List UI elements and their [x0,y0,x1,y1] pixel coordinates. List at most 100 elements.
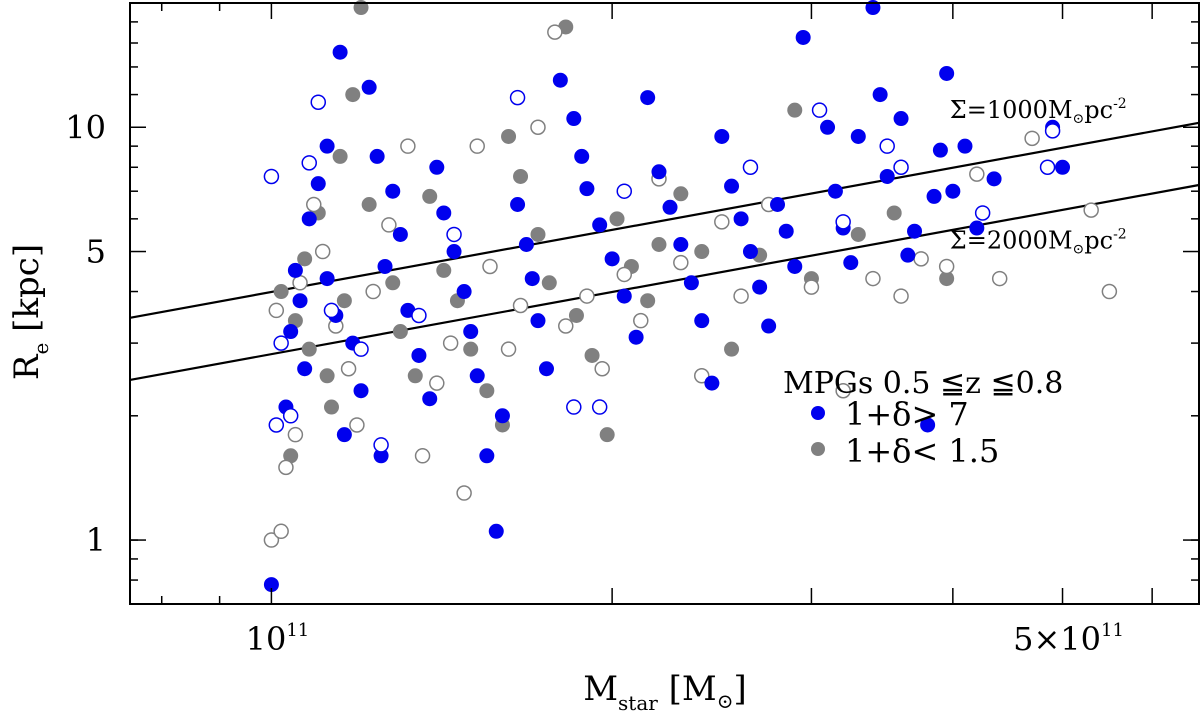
high-density-filled-point [566,111,582,127]
high-density-open-point [879,138,895,154]
low-density-open-point [991,270,1008,287]
line-sigma-1000 [129,121,1200,319]
high-density-filled-point [651,164,667,180]
high-density-filled-point [369,148,385,164]
low-density-open-point [1083,202,1099,218]
high-density-filled-point [510,196,526,212]
high-density-filled-point [518,236,534,252]
high-density-filled-point [592,217,608,233]
low-density-filled-point [385,275,401,291]
high-density-filled-point [932,142,948,158]
high-density-filled-point [263,577,279,593]
high-density-open-point [566,399,582,415]
high-density-filled-point [552,72,568,88]
high-density-open-point [893,159,909,176]
low-density-filled-point [673,186,689,202]
high-density-filled-point [795,29,811,45]
low-density-filled-point [301,341,317,357]
high-density-filled-point [332,44,348,60]
high-density-filled-point [957,138,973,154]
high-density-filled-point [827,183,843,199]
high-density-filled-point [761,318,777,334]
high-density-filled-point [704,375,720,391]
high-density-filled-point [579,181,595,197]
low-density-open-point [530,119,546,136]
high-density-filled-point [628,329,644,345]
high-density-filled-point [488,523,504,539]
high-density-open-point [811,102,828,118]
high-density-filled-point [879,168,895,184]
low-density-open-point [1101,283,1118,300]
high-density-filled-point [373,448,389,464]
axes [129,2,1200,605]
low-density-open-point [482,258,498,275]
low-density-filled-point [273,284,289,300]
legend-marker-low-density [811,442,825,456]
low-density-filled-point [584,347,600,363]
high-density-open-point [323,302,340,319]
high-density-filled-point [616,288,632,304]
low-density-filled-point [332,148,348,164]
low-density-open-point [349,417,365,433]
x-tick-label-5e11: 5×1011 [1013,620,1124,658]
low-density-filled-point [319,368,335,384]
low-density-open-point [633,312,649,329]
low-density-open-point [803,279,820,295]
high-density-open-point [273,335,289,351]
low-density-open-point [1024,130,1040,147]
high-density-filled-point [733,211,749,227]
high-density-filled-point [377,258,393,274]
high-density-filled-point [900,247,916,263]
high-density-filled-point [604,251,620,267]
low-density-open-point [287,426,304,443]
high-density-open-point [310,94,327,110]
low-density-filled-point [283,448,299,464]
high-density-filled-point [336,427,352,443]
low-density-open-point [512,297,529,314]
high-density-open-point [591,399,608,415]
high-density-filled-point [926,188,942,204]
high-density-filled-point [986,171,1002,187]
low-density-open-point [673,254,689,271]
high-density-filled-point [422,391,438,407]
y-axis-title: Re [kpc] [7,244,53,380]
high-density-open-point [268,417,285,433]
high-density-open-point [1039,159,1056,176]
legend: MPGs 0.5 ≦z ≦0.8 1+δ> 7 1+δ< 1.5 [783,366,1063,470]
high-density-open-point [509,89,526,106]
low-density-open-point [278,459,294,476]
line-label-sigma-1000: Σ=1000M⊙pc-2 [950,96,1127,127]
low-density-open-point [381,217,397,233]
legend-label-high-density: 1+δ> 7 [845,395,969,433]
high-density-open-point [282,408,299,424]
high-density-filled-point [683,275,699,291]
low-density-open-point [500,341,517,357]
low-density-filled-point [501,128,517,144]
low-density-open-point [733,288,749,304]
low-density-open-point [594,361,610,377]
high-density-filled-point [456,284,472,300]
high-density-filled-point [446,244,462,260]
high-density-open-point [353,341,369,357]
high-density-open-point [373,437,389,453]
low-density-open-point [268,302,285,319]
low-density-filled-point [345,87,361,103]
low-density-filled-point [568,307,584,323]
low-density-open-point [456,485,472,501]
high-density-filled-point [353,383,369,399]
data-points [263,0,1118,593]
high-density-filled-point [429,159,445,175]
low-density-open-point [263,532,280,548]
low-density-filled-point [939,271,955,287]
high-density-open-point [263,168,280,185]
high-density-filled-point [820,119,836,135]
low-density-filled-point [541,275,557,291]
high-density-filled-point [310,176,326,192]
high-density-filled-point [287,262,303,278]
high-density-filled-point [907,223,923,239]
high-density-filled-point [574,148,590,164]
low-density-open-point [469,138,485,154]
low-density-open-point [714,214,730,230]
high-density-filled-point [530,313,546,329]
